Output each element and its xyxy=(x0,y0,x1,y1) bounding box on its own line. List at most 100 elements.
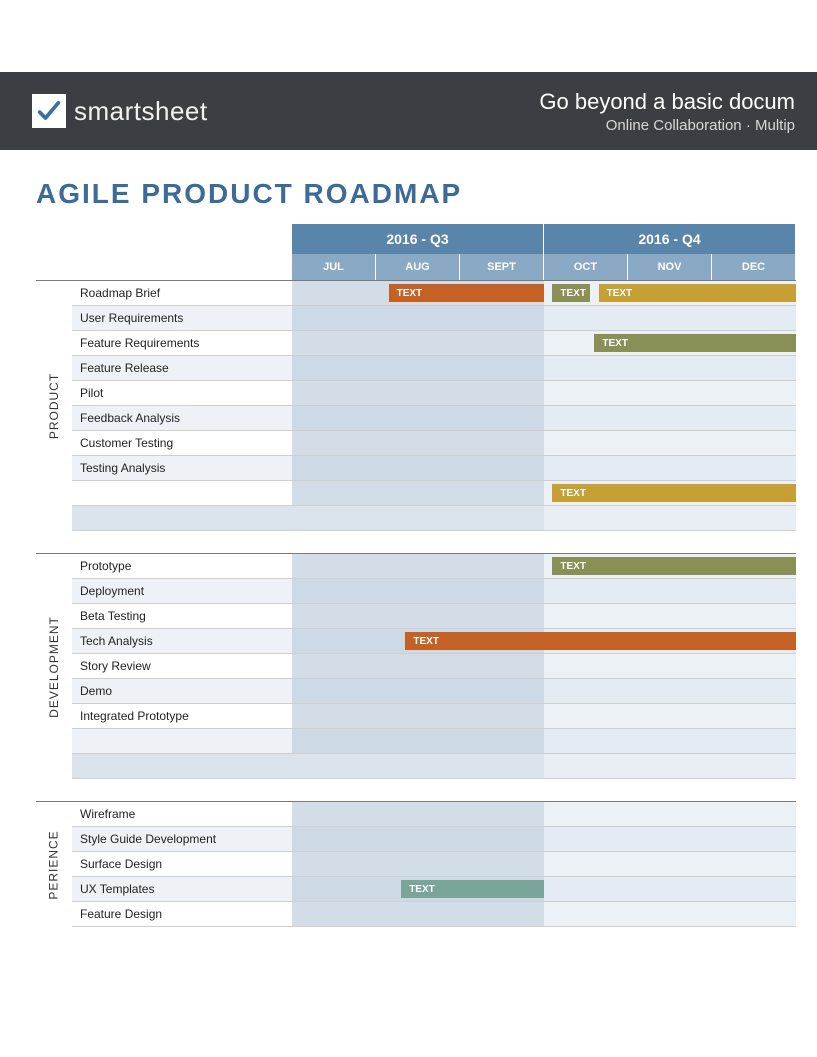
task-label: Wireframe xyxy=(72,802,292,827)
roadmap-row: Wireframe xyxy=(36,802,796,827)
task-label: Integrated Prototype xyxy=(72,704,292,729)
task-label: Story Review xyxy=(72,654,292,679)
timeline-lane xyxy=(292,852,796,877)
month-header: SEPT xyxy=(460,254,544,280)
banner-tagline: Go beyond a basic docum Online Collabora… xyxy=(539,89,795,134)
month-header: DEC xyxy=(712,254,796,280)
roadmap-row: Demo xyxy=(36,679,796,704)
task-label: Deployment xyxy=(72,579,292,604)
timeline-lane xyxy=(292,381,796,406)
roadmap-row xyxy=(36,506,796,531)
task-label: Demo xyxy=(72,679,292,704)
task-label: Feature Release xyxy=(72,356,292,381)
gantt-bar: TEXT xyxy=(594,334,796,352)
roadmap-row: Feedback Analysis xyxy=(36,406,796,431)
roadmap-row: Roadmap Brief TEXT TEXT TEXT xyxy=(36,281,796,306)
task-label: Roadmap Brief xyxy=(72,281,292,306)
timeline-lane: TEXT xyxy=(292,554,796,579)
task-label xyxy=(72,754,292,779)
quarter-header-row: 2016 - Q32016 - Q4 JULAUGSEPTOCTNOVDEC xyxy=(36,224,796,280)
timeline-lane xyxy=(292,406,796,431)
group: PRODUCT Roadmap Brief TEXT TEXT TEXT User Req… xyxy=(36,280,796,531)
brand-name: smartsheet xyxy=(74,96,208,127)
task-label xyxy=(72,729,292,754)
timeline-lane xyxy=(292,754,796,779)
group-label: DEVELOPMENT xyxy=(47,616,61,718)
quarter-header: 2016 - Q4 xyxy=(544,224,796,254)
timeline-lane xyxy=(292,654,796,679)
timeline-lane xyxy=(292,431,796,456)
month-header: JUL xyxy=(292,254,376,280)
brand: smartsheet xyxy=(32,94,208,128)
banner-headline: Go beyond a basic docum xyxy=(539,89,795,115)
timeline-lane: TEXT xyxy=(292,877,796,902)
gantt-bar: TEXT xyxy=(599,284,796,302)
month-header: NOV xyxy=(628,254,712,280)
timeline-lane: TEXT xyxy=(292,629,796,654)
timeline-lane xyxy=(292,729,796,754)
task-label: Customer Testing xyxy=(72,431,292,456)
month-header: AUG xyxy=(376,254,460,280)
timeline-lane xyxy=(292,506,796,531)
roadmap-row xyxy=(36,729,796,754)
roadmap-row: Beta Testing xyxy=(36,604,796,629)
roadmap-row: Story Review xyxy=(36,654,796,679)
gantt-bar: TEXT xyxy=(389,284,544,302)
task-label: UX Templates xyxy=(72,877,292,902)
gantt-bar: TEXT xyxy=(552,284,590,302)
roadmap-row: User Requirements xyxy=(36,306,796,331)
task-label: Feature Requirements xyxy=(72,331,292,356)
task-label: Testing Analysis xyxy=(72,456,292,481)
task-label: Feature Design xyxy=(72,902,292,927)
roadmap-row: Feature Design xyxy=(36,902,796,927)
roadmap-row: Style Guide Development xyxy=(36,827,796,852)
checkmark-icon xyxy=(32,94,66,128)
group-label: PRODUCT xyxy=(47,373,61,439)
quarter-header: 2016 - Q3 xyxy=(292,224,544,254)
group: DEVELOPMENT Prototype TEXT DeploymentBeta T… xyxy=(36,553,796,779)
task-label xyxy=(72,481,292,506)
timeline-lane xyxy=(292,679,796,704)
timeline-lane xyxy=(292,802,796,827)
banner: smartsheet Go beyond a basic docum Onlin… xyxy=(0,72,817,150)
timeline-lane xyxy=(292,827,796,852)
timeline-lane xyxy=(292,902,796,927)
roadmap-row: Integrated Prototype xyxy=(36,704,796,729)
timeline-lane: TEXT TEXT TEXT xyxy=(292,281,796,306)
gantt-bar: TEXT xyxy=(401,880,544,898)
banner-subline: Online Collaboration · Multip xyxy=(539,117,795,134)
task-label xyxy=(72,506,292,531)
page-title: AGILE PRODUCT ROADMAP xyxy=(36,178,817,210)
timeline-lane xyxy=(292,356,796,381)
timeline-lane xyxy=(292,456,796,481)
gantt-bar: TEXT xyxy=(405,632,796,650)
gantt-bar: TEXT xyxy=(552,484,796,502)
gantt-bar: TEXT xyxy=(552,557,796,575)
task-label: Pilot xyxy=(72,381,292,406)
timeline-lane xyxy=(292,579,796,604)
roadmap-row: Tech AnalysisTEXT xyxy=(36,629,796,654)
roadmap-row: TEXT xyxy=(36,481,796,506)
roadmap-row: Pilot xyxy=(36,381,796,406)
task-label: User Requirements xyxy=(72,306,292,331)
roadmap-row: Customer Testing xyxy=(36,431,796,456)
roadmap-row xyxy=(36,754,796,779)
task-label: Surface Design xyxy=(72,852,292,877)
roadmap-row: Testing Analysis xyxy=(36,456,796,481)
group-label: PERIENCE xyxy=(47,830,61,899)
roadmap-row: Feature Requirements TEXT xyxy=(36,331,796,356)
timeline-lane: TEXT xyxy=(292,481,796,506)
timeline-lane: TEXT xyxy=(292,331,796,356)
roadmap: 2016 - Q32016 - Q4 JULAUGSEPTOCTNOVDEC P… xyxy=(36,224,796,927)
timeline-lane xyxy=(292,604,796,629)
timeline-lane xyxy=(292,704,796,729)
group: PERIENCE WireframeStyle Guide Development… xyxy=(36,801,796,927)
roadmap-row: Prototype TEXT xyxy=(36,554,796,579)
month-header: OCT xyxy=(544,254,628,280)
timeline-lane xyxy=(292,306,796,331)
task-label: Feedback Analysis xyxy=(72,406,292,431)
roadmap-row: Surface Design xyxy=(36,852,796,877)
roadmap-row: UX Templates TEXT xyxy=(36,877,796,902)
task-label: Beta Testing xyxy=(72,604,292,629)
task-label: Prototype xyxy=(72,554,292,579)
